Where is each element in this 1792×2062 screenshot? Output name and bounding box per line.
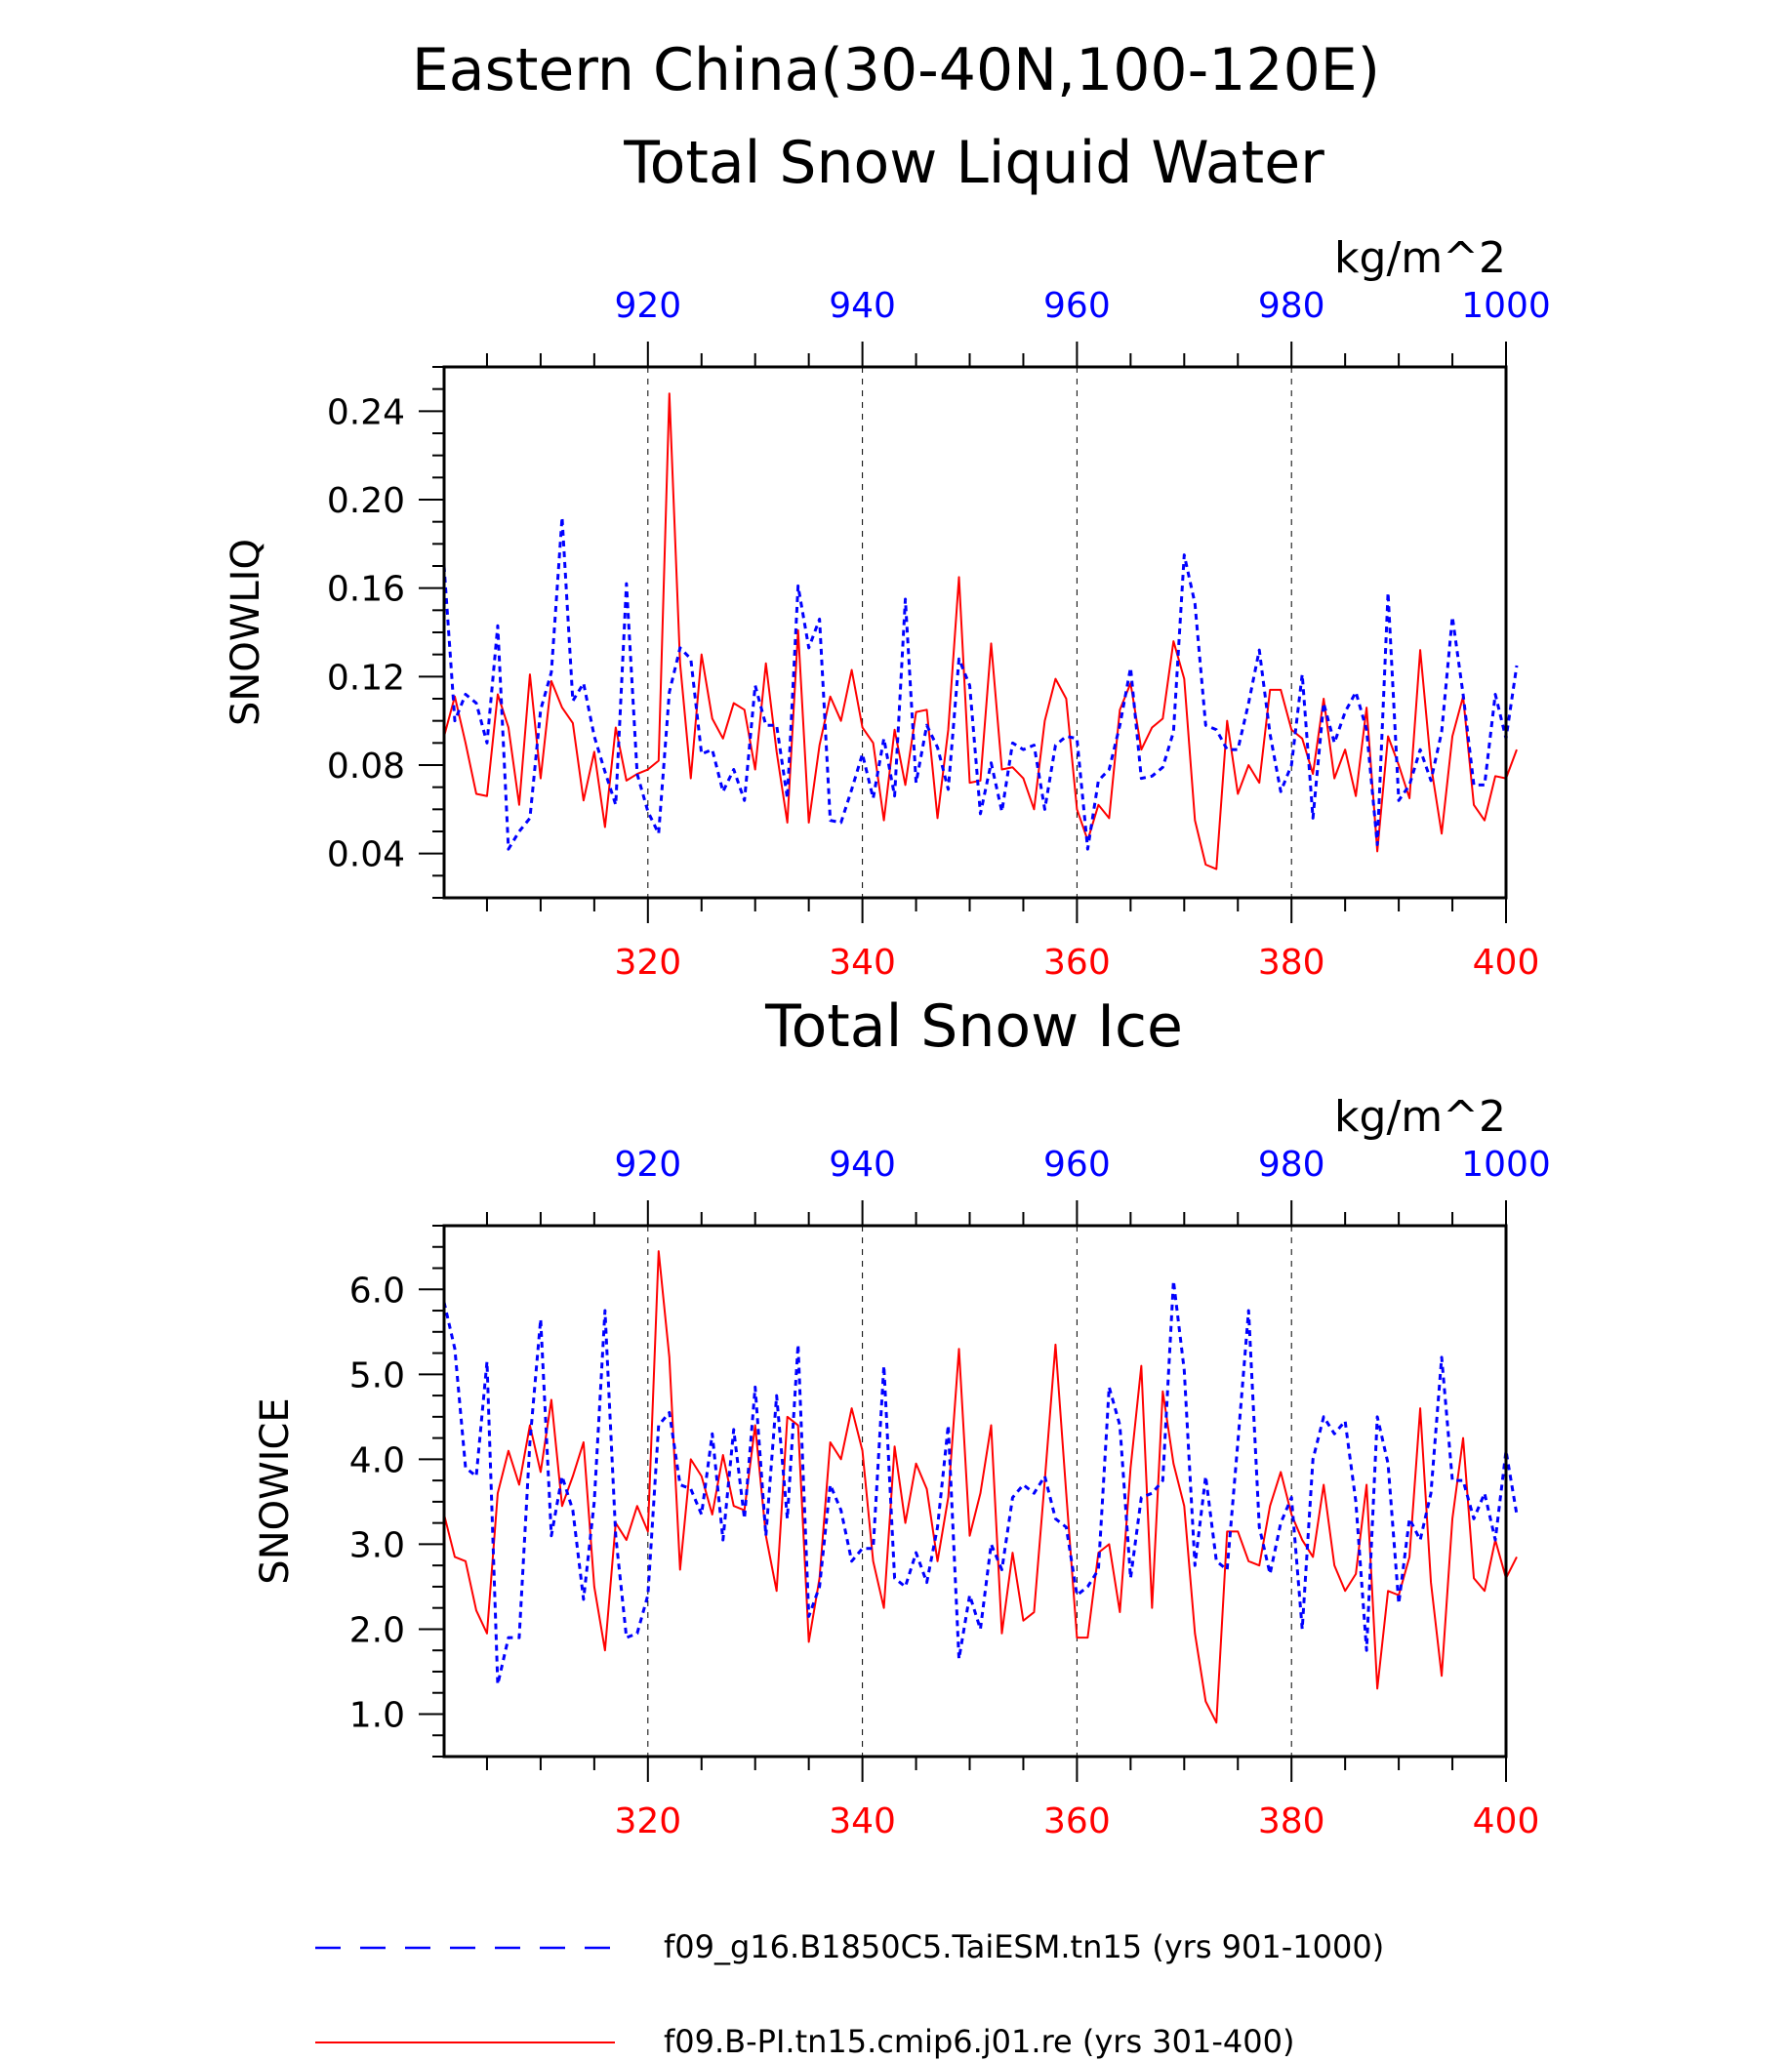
x-top-tick-label: 940: [829, 1145, 896, 1185]
x-bottom-tick-label: 320: [614, 943, 681, 983]
legend: f09_g16.B1850C5.TaiESM.tn15 (yrs 901-100…: [315, 1928, 1384, 2060]
x-bottom-tick-label: 380: [1258, 943, 1325, 983]
y-tick-label: 5.0: [349, 1355, 405, 1395]
figure-title-line1: Eastern China(30-40N,100-120E): [412, 36, 1380, 104]
x-top-tick-label: 1000: [1461, 286, 1551, 326]
figure-title-line2: Total Snow Liquid Water: [623, 129, 1324, 197]
plot-frame: [442, 1224, 1508, 1759]
y-axis-label: SNOWLIQ: [224, 539, 268, 726]
x-top-tick-label: 960: [1043, 286, 1111, 326]
y-tick-label: 1.0: [349, 1695, 405, 1735]
x-bottom-tick-label: 340: [829, 1801, 896, 1841]
y-tick-label: 0.16: [327, 570, 405, 610]
y-tick-label: 0.24: [327, 392, 405, 432]
y-tick-label: 0.20: [327, 481, 405, 521]
x-top-tick-label: 940: [829, 286, 896, 326]
units-label: kg/m^2: [1334, 233, 1506, 283]
x-top-tick-label: 980: [1258, 1145, 1325, 1185]
units-label: kg/m^2: [1334, 1092, 1506, 1142]
series-line-red: [443, 392, 1518, 870]
x-top-tick-label: 920: [614, 1145, 681, 1185]
x-bottom-tick-label: 360: [1043, 1801, 1111, 1841]
y-tick-label: 3.0: [349, 1525, 405, 1565]
x-bottom-tick-label: 400: [1473, 1801, 1540, 1841]
panel2-title: Total Snow Ice: [764, 992, 1183, 1061]
legend-label-red: f09.B-PI.tn15.cmip6.j01.re (yrs 301-400): [664, 2023, 1294, 2060]
x-bottom-tick-label: 320: [614, 1801, 681, 1841]
y-tick-label: 6.0: [349, 1271, 405, 1311]
x-top-tick-label: 980: [1258, 286, 1325, 326]
x-bottom-tick-label: 400: [1473, 943, 1540, 983]
x-bottom-tick-label: 360: [1043, 943, 1111, 983]
y-tick-label: 0.08: [327, 747, 405, 787]
y-tick-label: 4.0: [349, 1440, 405, 1480]
series-line-red: [443, 1250, 1518, 1724]
x-top-tick-label: 920: [614, 286, 681, 326]
legend-label-blue: f09_g16.B1850C5.TaiESM.tn15 (yrs 901-100…: [664, 1928, 1384, 1965]
y-axis-label: SNOWICE: [253, 1397, 298, 1584]
y-tick-label: 0.04: [327, 835, 405, 875]
x-top-tick-label: 960: [1043, 1145, 1111, 1185]
series-line-blue: [442, 515, 1519, 851]
y-tick-label: 0.12: [327, 658, 405, 698]
series-line-blue: [442, 1279, 1519, 1686]
y-tick-label: 2.0: [349, 1610, 405, 1650]
x-top-tick-label: 1000: [1461, 1145, 1551, 1185]
x-bottom-tick-label: 340: [829, 943, 896, 983]
x-bottom-tick-label: 380: [1258, 1801, 1325, 1841]
